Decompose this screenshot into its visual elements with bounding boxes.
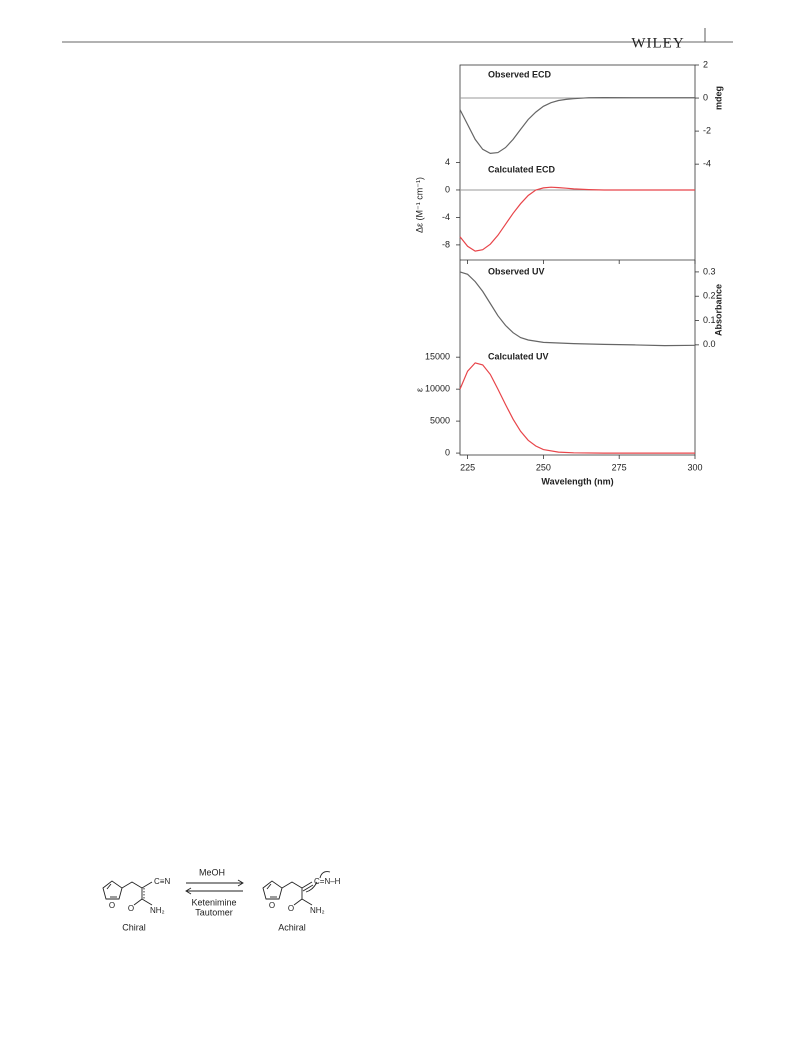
y-tick-label: 15000: [425, 352, 450, 362]
y-tick-label: 0: [445, 447, 450, 457]
atom-label: NH₂: [310, 906, 325, 915]
y-axis-label: Δε (M⁻¹ cm⁻¹): [414, 177, 424, 233]
y-axis-label: ε: [414, 388, 424, 392]
y-tick-label: -4: [703, 159, 711, 169]
y-axis-label: mdeg: [713, 86, 723, 110]
y-tick-label: 0: [445, 184, 450, 194]
reagent: MeOH: [199, 867, 225, 877]
atom-label: O: [128, 904, 134, 913]
atom-label: C≡N: [154, 877, 170, 886]
y-tick-label: -8: [442, 239, 450, 249]
data-line: [459, 186, 695, 252]
scheme-drawing: [102, 871, 331, 906]
atom-label: O: [109, 901, 115, 910]
brand: WILEY: [631, 35, 684, 51]
compound-label: Chiral: [122, 922, 146, 932]
chart-title: Calculated ECD: [488, 164, 556, 174]
atom-label: C=N–H: [314, 877, 341, 886]
atom-label: NH₂: [150, 906, 165, 915]
y-tick-label: -2: [703, 125, 711, 135]
condition: Tautomer: [195, 907, 233, 917]
y-tick-label: 0.1: [703, 315, 716, 325]
x-tick-label: 225: [460, 462, 475, 472]
x-tick-label: 275: [612, 462, 627, 472]
condition: Ketenimine: [191, 897, 236, 907]
compound-label: Achiral: [278, 922, 306, 932]
y-tick-label: 10000: [425, 384, 450, 394]
y-axis-label: Absorbance: [713, 284, 723, 336]
atom-label: O: [269, 901, 275, 910]
y-tick-label: 4: [445, 157, 450, 167]
chart-title: Calculated UV: [488, 351, 549, 361]
y-tick-label: 0.0: [703, 339, 716, 349]
y-tick-label: 0.2: [703, 291, 716, 301]
chart-title: Observed ECD: [488, 69, 552, 79]
x-tick-label: 300: [687, 462, 702, 472]
y-tick-label: 0.3: [703, 266, 716, 276]
y-tick-label: -4: [442, 212, 450, 222]
y-tick-label: 2: [703, 59, 708, 69]
data-line: [459, 362, 695, 454]
x-tick-label: 250: [536, 462, 551, 472]
data-line: [459, 271, 696, 347]
atom-label: O: [288, 904, 294, 913]
chart-title: Observed UV: [488, 266, 545, 276]
x-axis-label: Wavelength (nm): [541, 476, 613, 486]
data-line: [459, 96, 695, 155]
y-tick-label: 5000: [430, 415, 450, 425]
y-tick-label: 0: [703, 92, 708, 102]
